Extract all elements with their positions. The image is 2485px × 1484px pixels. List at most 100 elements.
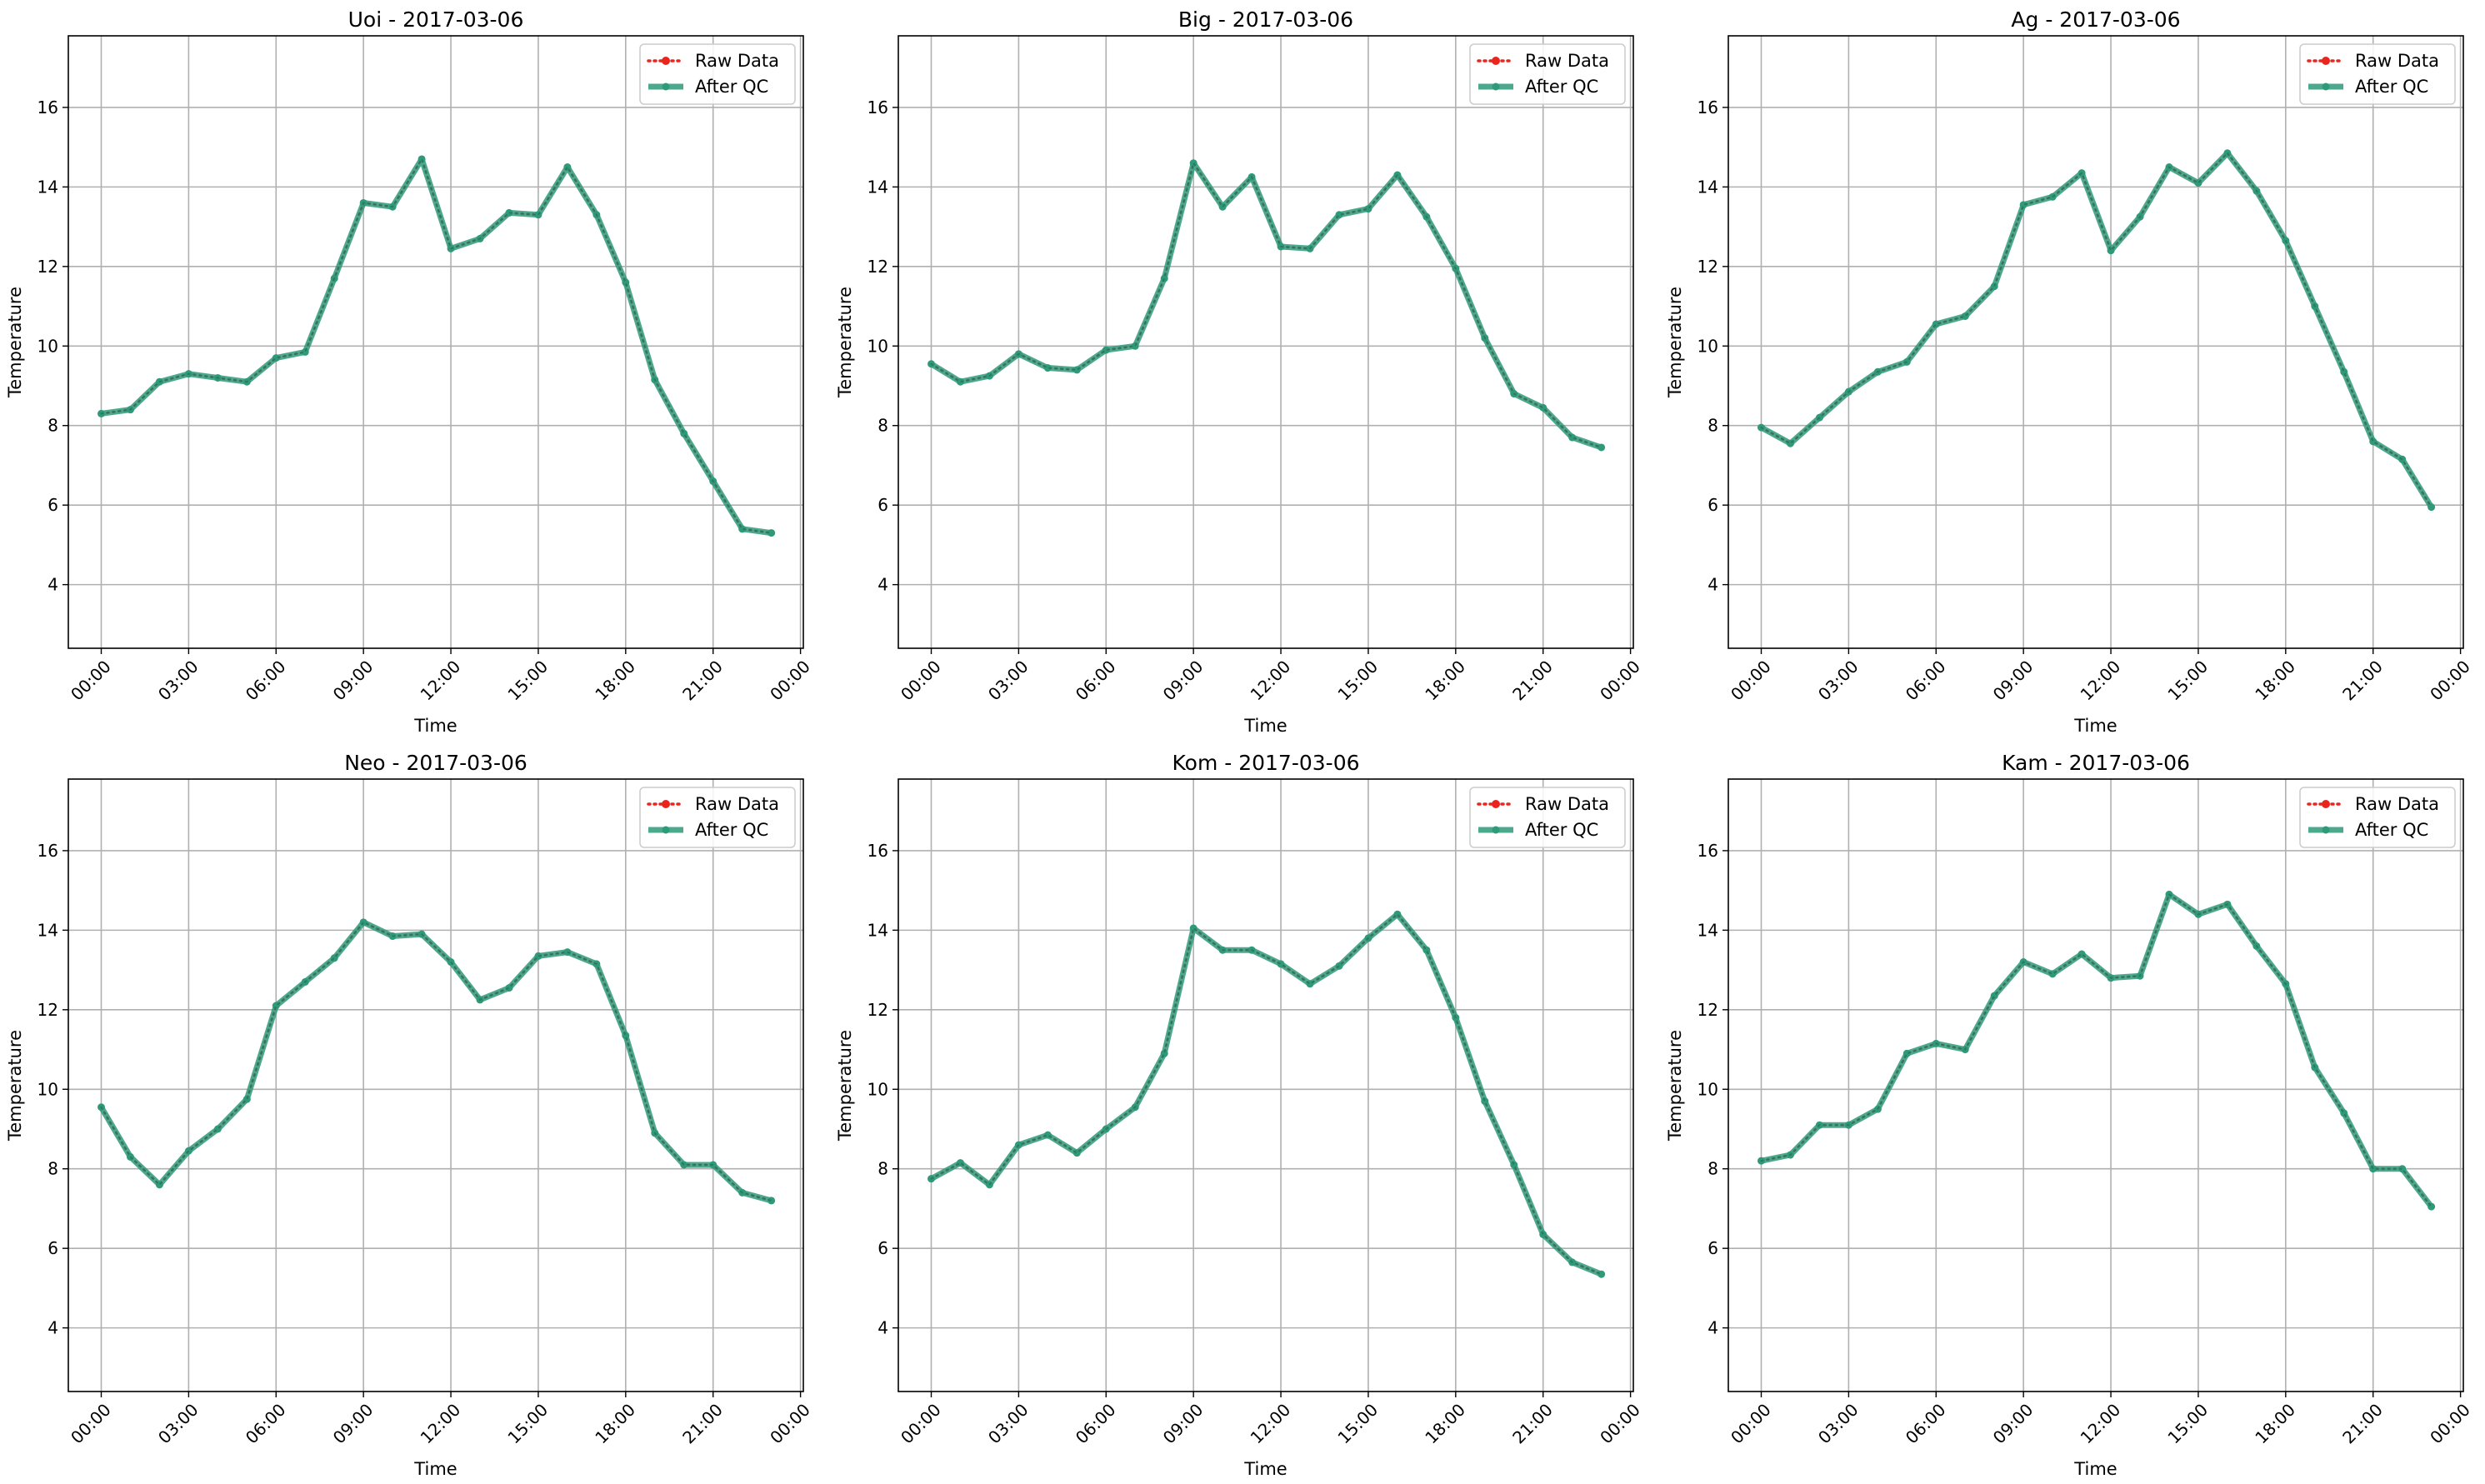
x-tick-label: 15:00 (2163, 1400, 2212, 1448)
x-tick-label: 00:00 (1596, 1400, 1644, 1448)
y-tick-label: 16 (38, 97, 58, 117)
y-tick-label: 14 (38, 920, 58, 940)
after-qc-point (1598, 443, 1606, 452)
x-axis-label: Time (1243, 716, 1287, 736)
plot-area (1728, 36, 2463, 648)
after-qc-point (622, 1032, 630, 1040)
chart-panel: 00:00 03:00 06:00 09:00 12:00 15:00 18:00 21:00… (5, 751, 814, 1479)
x-axis-label: Time (413, 716, 457, 736)
y-tick-label: 4 (878, 575, 888, 595)
x-tick-label: 06:00 (1072, 657, 1120, 705)
x-tick-label: 09:00 (329, 1400, 378, 1448)
y-tick-label: 8 (1708, 416, 1718, 436)
y-tick-label: 4 (48, 1318, 58, 1338)
x-tick-label: 03:00 (154, 657, 202, 705)
y-tick-label: 10 (868, 336, 888, 356)
axes-frame (1728, 778, 2464, 1392)
chart-title: Kam - 2017-03-06 (2002, 751, 2190, 775)
x-axis-label: Time (413, 1459, 457, 1479)
legend-marker-raw-data (1492, 57, 1500, 65)
x-tick-label: 00:00 (67, 1400, 115, 1448)
legend-label: Raw Data (1525, 51, 1609, 71)
chart-title: Kom - 2017-03-06 (1172, 751, 1360, 775)
x-tick-label: 21:00 (2338, 1400, 2387, 1448)
x-tick-label: 12:00 (2077, 1400, 2125, 1448)
plot-area (898, 36, 1633, 648)
legend-label: After QC (1525, 77, 1598, 97)
legend-marker-raw-data (662, 57, 670, 65)
x-tick-label: 15:00 (503, 657, 552, 705)
axes-frame (898, 778, 1634, 1392)
after-qc-point (2428, 503, 2436, 512)
after-qc-point (768, 529, 776, 537)
x-tick-label: 18:00 (1421, 657, 1469, 705)
legend-label: After QC (695, 77, 768, 97)
x-tick-label: 00:00 (766, 657, 814, 705)
y-tick-label: 10 (38, 336, 58, 356)
y-tick-label: 16 (868, 841, 888, 861)
y-tick-label: 6 (1708, 1238, 1718, 1258)
plot-area (898, 779, 1633, 1392)
y-tick-label: 16 (1698, 97, 1718, 117)
axes-frame (898, 35, 1634, 649)
chart-panel: 00:00 03:00 06:00 09:00 12:00 15:00 18:00 21:00… (1665, 751, 2474, 1479)
y-tick-label: 14 (868, 920, 888, 940)
legend-label: After QC (695, 820, 768, 840)
y-tick-label: 6 (878, 495, 888, 515)
chart-panel: 00:00 03:00 06:00 09:00 12:00 15:00 18:00 21:00… (835, 7, 1644, 736)
y-tick-label: 12 (1698, 1000, 1718, 1020)
x-tick-label: 03:00 (984, 1400, 1032, 1448)
x-tick-label: 06:00 (242, 1400, 290, 1448)
chart-panel: 00:00 03:00 06:00 09:00 12:00 15:00 18:00 21:00… (1665, 7, 2474, 736)
x-tick-label: 12:00 (2077, 657, 2125, 705)
chart-panel: 00:00 03:00 06:00 09:00 12:00 15:00 18:00 21:00… (5, 7, 814, 736)
x-tick-label: 09:00 (1989, 1400, 2038, 1448)
y-tick-label: 8 (48, 416, 58, 436)
y-tick-label: 8 (878, 416, 888, 436)
legend-marker-raw-data (2322, 800, 2330, 808)
raw-data-overlay (1760, 152, 2432, 508)
y-tick-label: 10 (868, 1079, 888, 1099)
legend-label: Raw Data (2355, 794, 2439, 814)
legend-label: Raw Data (695, 51, 779, 71)
after-qc-point (1481, 1097, 1489, 1106)
y-tick-label: 12 (38, 257, 58, 277)
x-tick-label: 12:00 (417, 1400, 465, 1448)
x-tick-label: 06:00 (242, 657, 290, 705)
y-axis-label: Temperature (835, 287, 855, 398)
x-tick-label: 12:00 (417, 657, 465, 705)
x-tick-label: 18:00 (591, 657, 639, 705)
x-tick-label: 03:00 (1814, 1400, 1862, 1448)
x-tick-label: 00:00 (2426, 1400, 2474, 1448)
legend-marker-raw-data (1492, 800, 1500, 808)
y-tick-label: 12 (868, 1000, 888, 1020)
x-tick-label: 15:00 (1333, 657, 1382, 705)
x-tick-label: 06:00 (1902, 1400, 1950, 1448)
y-tick-label: 16 (868, 97, 888, 117)
legend-marker-after-qc (1492, 826, 1500, 834)
x-tick-label: 03:00 (984, 657, 1032, 705)
after-qc-point (2340, 367, 2348, 376)
y-tick-label: 10 (1698, 336, 1718, 356)
plot-area (68, 36, 803, 648)
x-tick-label: 00:00 (766, 1400, 814, 1448)
legend-label: After QC (1525, 820, 1598, 840)
legend-marker-raw-data (2322, 57, 2330, 65)
legend-label: After QC (2355, 820, 2428, 840)
y-axis-label: Temperature (5, 1030, 25, 1142)
y-tick-label: 12 (38, 1000, 58, 1020)
after-qc-point (301, 347, 309, 356)
y-tick-label: 6 (48, 495, 58, 515)
x-tick-label: 15:00 (2163, 657, 2212, 705)
chart-title: Neo - 2017-03-06 (344, 751, 528, 775)
legend-marker-after-qc (1492, 82, 1500, 91)
x-tick-label: 03:00 (1814, 657, 1862, 705)
chart-title: Big - 2017-03-06 (1178, 7, 1353, 32)
x-tick-label: 03:00 (154, 1400, 202, 1448)
legend-marker-after-qc (2322, 826, 2330, 834)
x-tick-label: 06:00 (1072, 1400, 1120, 1448)
x-tick-label: 12:00 (1247, 1400, 1295, 1448)
x-tick-label: 09:00 (1159, 1400, 1208, 1448)
y-tick-label: 6 (878, 1238, 888, 1258)
